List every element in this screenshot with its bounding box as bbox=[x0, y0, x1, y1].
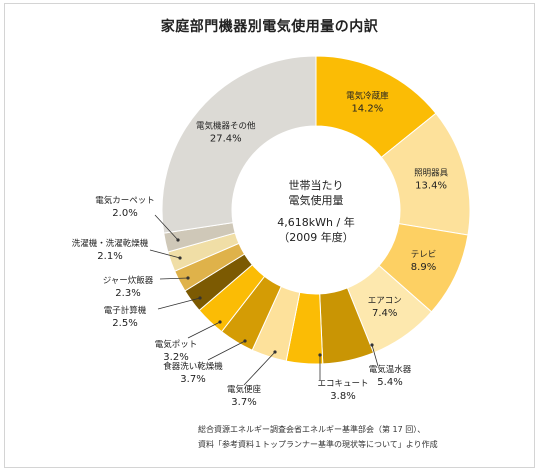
slice-label-エアコン: エアコン bbox=[368, 296, 402, 306]
slice-label-電子計算機: 電子計算機 bbox=[104, 305, 147, 316]
leader-dot-電子計算機 bbox=[198, 296, 202, 300]
slice-value-電子計算機: 2.5% bbox=[112, 318, 137, 329]
slice-value-照明器具: 13.4% bbox=[415, 181, 447, 192]
slice-value-エコキュート: 3.8% bbox=[330, 391, 355, 402]
leader-line-電気ポット bbox=[187, 321, 221, 339]
slice-value-電気機器その他: 27.4% bbox=[210, 133, 242, 144]
center-usage-value: 4,618kWh / 年 bbox=[277, 215, 354, 229]
leader-line-洗濯機・洗濯乾燥機 bbox=[149, 249, 181, 259]
slice-label-照明器具: 照明器具 bbox=[414, 169, 449, 179]
center-label-line1: 世帯当たり bbox=[289, 178, 344, 192]
slice-label-食器洗い乾燥機: 食器洗い乾燥機 bbox=[163, 361, 223, 372]
leader-dot-電気便座 bbox=[273, 350, 277, 354]
slice-label-電気温水器: 電気温水器 bbox=[369, 364, 412, 375]
slice-value-電気便座: 3.7% bbox=[231, 397, 256, 408]
slice-value-電気カーペット: 2.0% bbox=[112, 208, 137, 219]
leader-line-電気便座 bbox=[243, 351, 276, 386]
leader-line-食器洗い乾燥機 bbox=[207, 340, 246, 361]
center-fiscal-year: （2009 年度） bbox=[278, 230, 354, 244]
slice-value-ジャー炊飯器: 2.3% bbox=[115, 288, 140, 299]
slice-label-電気便座: 電気便座 bbox=[227, 384, 262, 395]
slice-value-エアコン: 7.4% bbox=[372, 308, 397, 319]
slice-label-テレビ: テレビ bbox=[411, 250, 437, 260]
slice-label-電気機器その他: 電気機器その他 bbox=[196, 120, 256, 131]
slice-label-エコキュート: エコキュート bbox=[317, 379, 368, 389]
source-note-line2: 資料「参考資料１トップランナー基準の現状等について」より作成 bbox=[198, 440, 438, 449]
leader-dot-エコキュート bbox=[318, 353, 322, 357]
leader-dot-食器洗い乾燥機 bbox=[243, 339, 247, 343]
slice-value-電気冷蔵庫: 14.2% bbox=[351, 104, 383, 115]
slice-value-電気温水器: 5.4% bbox=[377, 377, 402, 388]
slice-value-洗濯機・洗濯乾燥機: 2.1% bbox=[97, 251, 122, 262]
source-note-line1: 総合資源エネルギー調査会省エネルギー基準部会（第 17 回）、 bbox=[198, 425, 426, 434]
leader-line-電気カーペット bbox=[154, 214, 179, 241]
leader-dot-電気カーペット bbox=[176, 238, 180, 242]
leader-line-電子計算機 bbox=[157, 297, 201, 310]
slice-value-食器洗い乾燥機: 3.7% bbox=[180, 374, 205, 385]
center-label-line2: 電気使用量 bbox=[289, 193, 344, 207]
slice-label-洗濯機・洗濯乾燥機: 洗濯機・洗濯乾燥機 bbox=[72, 238, 149, 249]
leader-dot-洗濯機・洗濯乾燥機 bbox=[178, 256, 182, 260]
chart-title: 家庭部門機器別電気使用量の内訳 bbox=[160, 19, 379, 35]
slice-label-電気カーペット: 電気カーペット bbox=[95, 195, 155, 206]
slice-label-ジャー炊飯器: ジャー炊飯器 bbox=[103, 275, 154, 286]
leader-line-ジャー炊飯器 bbox=[159, 277, 189, 280]
leader-line-電気温水器 bbox=[371, 344, 379, 367]
leader-dot-電気ポット bbox=[218, 320, 222, 324]
slice-label-電気ポット: 電気ポット bbox=[155, 339, 198, 350]
slice-label-電気冷蔵庫: 電気冷蔵庫 bbox=[346, 91, 389, 102]
slice-value-テレビ: 8.9% bbox=[411, 262, 436, 273]
slice-電気機器その他 bbox=[161, 55, 317, 234]
leader-dot-ジャー炊飯器 bbox=[186, 276, 190, 280]
leader-dot-電気温水器 bbox=[370, 343, 374, 347]
slice-value-電気ポット: 3.2% bbox=[163, 352, 188, 363]
